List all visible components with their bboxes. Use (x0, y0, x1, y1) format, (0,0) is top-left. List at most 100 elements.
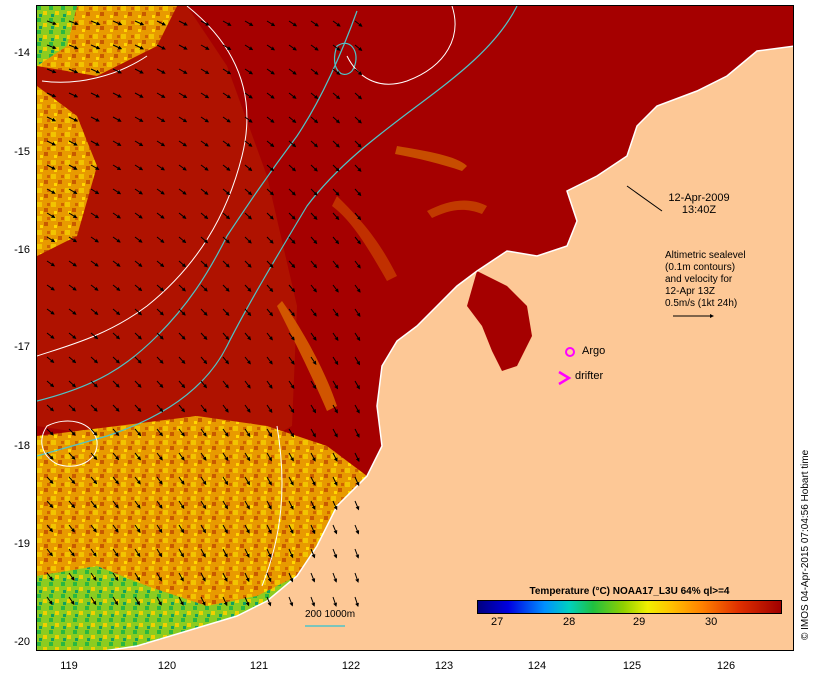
king-sound (467, 271, 532, 371)
velocity-arrow (90, 572, 97, 581)
velocity-arrow (222, 188, 231, 196)
velocity-arrow (266, 20, 276, 27)
velocity-arrow (200, 140, 209, 147)
velocity-arrow (200, 356, 208, 365)
velocity-arrow (354, 332, 361, 342)
ssh-contour-4 (41, 420, 98, 467)
velocity-arrow (266, 572, 272, 583)
velocity-arrow (266, 308, 274, 317)
velocity-arrow (68, 476, 76, 485)
velocity-arrow (332, 308, 339, 317)
lat-label-15: -15 (14, 146, 30, 158)
velocity-arrow (112, 500, 119, 509)
velocity-arrow (332, 380, 339, 390)
velocity-arrow (332, 332, 339, 341)
velocity-arrow (222, 164, 231, 171)
velocity-arrow (46, 356, 55, 364)
lon-label-123: 123 (434, 660, 454, 672)
velocity-arrow (332, 116, 341, 124)
velocity-arrow (156, 428, 164, 437)
velocity-arrow (288, 308, 295, 317)
velocity-arrow (200, 380, 208, 389)
velocity-arrow (46, 572, 53, 581)
velocity-arrow (46, 404, 55, 412)
velocity-arrow (112, 164, 122, 171)
velocity-arrow (288, 572, 294, 583)
velocity-arrow (244, 116, 253, 123)
copyright-credit: © IMOS 04-Apr-2015 07:04:56 Hobart time (800, 449, 811, 640)
velocity-arrow (244, 404, 251, 413)
velocity-arrow (222, 236, 230, 244)
velocity-arrow (156, 332, 164, 340)
velocity-arrow (288, 212, 296, 220)
velocity-arrow (310, 44, 319, 51)
velocity-arrow (310, 188, 318, 196)
velocity-arrow (68, 20, 79, 26)
green-coastal-water (37, 566, 297, 650)
velocity-arrow (46, 44, 57, 50)
velocity-arrow (332, 92, 341, 100)
velocity-arrow (178, 524, 185, 534)
velocity-arrow (310, 20, 319, 27)
velocity-arrow (90, 548, 97, 557)
velocity-arrow (266, 596, 272, 607)
argo-label: Argo (582, 345, 606, 357)
velocity-arrow (310, 212, 318, 220)
velocity-arrow (68, 500, 76, 509)
velocity-arrow (178, 68, 188, 74)
velocity-arrow (178, 212, 187, 219)
velocity-arrow (222, 404, 229, 413)
velocity-arrow (112, 92, 122, 98)
lat-label-19: -19 (14, 538, 30, 550)
velocity-arrow (112, 356, 120, 364)
velocity-arrow (222, 500, 228, 510)
velocity-arrow (90, 44, 101, 50)
velocity-arrow (112, 260, 121, 267)
velocity-arrow (222, 140, 231, 147)
velocity-arrow (134, 44, 144, 50)
velocity-arrow (310, 260, 318, 269)
colorbar-title: Temperature (°C) NOAA17_L3U 64% ql>=4 (529, 586, 730, 597)
velocity-vectors (46, 20, 363, 608)
velocity-arrow (200, 500, 207, 510)
velocity-arrow (354, 44, 363, 52)
velocity-arrow (332, 524, 338, 535)
lat-label-17: -17 (14, 341, 30, 353)
velocity-arrow (200, 236, 209, 244)
velocity-arrow (222, 44, 232, 51)
velocity-arrow (156, 572, 162, 582)
velocity-arrow (90, 596, 97, 606)
velocity-arrow (222, 92, 232, 99)
velocity-arrow (310, 452, 316, 462)
velocity-arrow (134, 380, 142, 388)
velocity-arrow (46, 68, 57, 74)
velocity-arrow (90, 236, 99, 243)
velocity-arrow (134, 212, 143, 219)
colorbar-tick-28: 28 (563, 616, 576, 628)
velocity-arrow (68, 308, 77, 315)
velocity-arrow (200, 452, 207, 461)
velocity-arrow (332, 236, 340, 245)
velocity-arrow (200, 20, 210, 26)
velocity-arrow (46, 260, 56, 267)
velocity-arrow (90, 164, 100, 170)
velocity-arrow (112, 20, 123, 26)
velocity-arrow (288, 500, 294, 510)
velocity-arrow (200, 524, 206, 534)
isobath-200m (37, 10, 358, 402)
velocity-arrow (354, 68, 363, 76)
velocity-arrow (244, 500, 250, 510)
ssh-contour-3 (41, 55, 148, 83)
velocity-arrow (288, 284, 296, 293)
filament-1 (277, 301, 337, 411)
velocity-arrow (222, 20, 232, 26)
velocity-arrow (266, 164, 275, 172)
velocity-arrow (90, 476, 98, 485)
velocity-arrow (266, 236, 274, 244)
velocity-arrow (310, 308, 317, 317)
colorbar-tick-27: 27 (491, 616, 504, 628)
velocity-arrow (112, 236, 121, 243)
velocity-arrow (112, 68, 122, 74)
altimetry-line-5: 0.5m/s (1kt 24h) (665, 298, 738, 309)
velocity-arrow (332, 452, 338, 462)
